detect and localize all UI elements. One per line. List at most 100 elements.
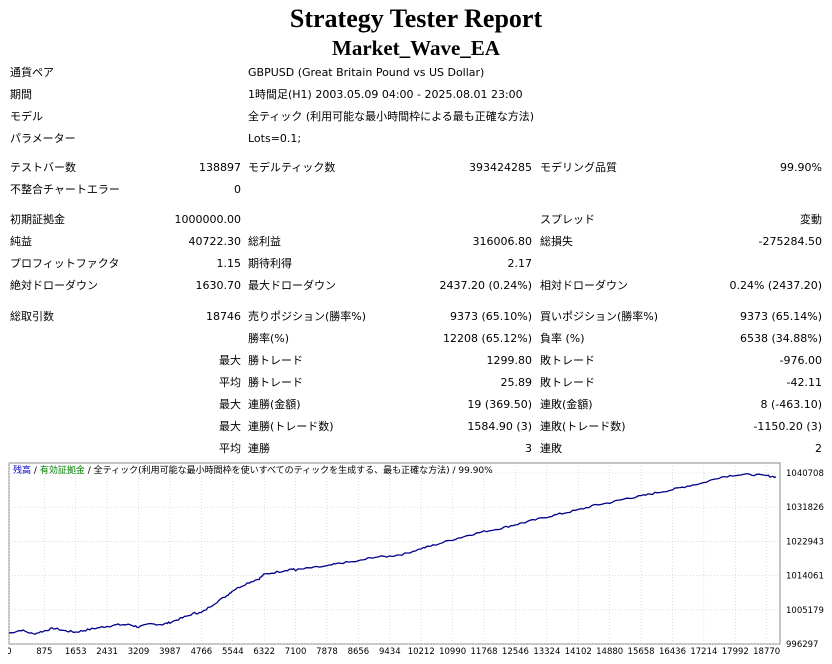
win-rate-value: 12208 (65.12%) (442, 332, 532, 345)
mismatch-value: 0 (234, 183, 241, 196)
absolute-drawdown-label: 絶対ドローダウン (10, 279, 98, 292)
x-tick-label: 18770 (753, 647, 780, 657)
bars-value: 138897 (199, 161, 241, 174)
average-consecutive-wins-value: 3 (525, 442, 532, 455)
x-tick-label: 4766 (191, 647, 213, 657)
parameters-value: Lots=0.1; (248, 132, 302, 145)
x-tick-label: 17214 (690, 647, 717, 657)
maximal-drawdown-label: 最大ドローダウン (248, 279, 336, 292)
maximal-prefix: 最大 (219, 420, 241, 433)
ticks-label: モデルティック数 (248, 161, 336, 174)
consecutive-losses-count-value: -1150.20 (3) (753, 420, 822, 433)
x-tick-label: 7100 (285, 647, 307, 657)
largest-loss-label: 敗トレード (540, 354, 595, 367)
x-tick-label: 13324 (533, 647, 560, 657)
mismatch-label: 不整合チャートエラー (10, 183, 120, 196)
symbol-value: GBPUSD (Great Britain Pound vs US Dollar… (248, 66, 485, 79)
legend-quality: 99.90% (458, 466, 493, 476)
x-tick-label: 15658 (628, 647, 655, 657)
legend-balance: 残高 (13, 466, 32, 476)
relative-drawdown-label: 相対ドローダウン (540, 279, 628, 292)
x-tick-label: 16436 (659, 647, 686, 657)
average-consecutive-prefix: 平均 (219, 442, 241, 455)
absolute-drawdown-value: 1630.70 (195, 279, 242, 292)
gross-loss-label: 総損失 (540, 235, 573, 248)
profit-factor-label: プロフィットファクタ (10, 257, 120, 270)
quality-value: 99.90% (780, 161, 822, 174)
x-tick-label: 3987 (159, 647, 181, 657)
maximal-drawdown-value: 2437.20 (0.24%) (439, 279, 532, 292)
net-profit-value: 40722.30 (188, 235, 242, 248)
symbol-label: 通貨ペア (10, 66, 54, 79)
balance-line (8, 473, 777, 636)
period-label: 期間 (10, 88, 32, 101)
legend-separator: / (452, 466, 456, 476)
deposit-label: 初期証拠金 (10, 213, 65, 226)
plot-area (8, 462, 781, 645)
average-win-label: 勝トレード (248, 376, 303, 389)
short-positions-value: 9373 (65.10%) (449, 310, 532, 323)
balance-chart: 996297 1005179 1014061 1022943 1031826 104070… (8, 462, 828, 657)
long-positions-value: 9373 (65.14%) (739, 310, 822, 323)
short-positions-label: 売りポジション(勝率%) (248, 310, 367, 323)
largest-win-value: 1299.80 (486, 354, 533, 367)
consecutive-wins-money-label: 連勝(金額) (248, 398, 301, 411)
consecutive-wins-count-label: 連勝(トレード数) (248, 420, 334, 433)
consecutive-losses-count-label: 連敗(トレード数) (540, 420, 626, 433)
maximum-prefix: 最大 (219, 398, 241, 411)
balance-chart-svg: 996297 1005179 1014061 1022943 1031826 104070… (8, 462, 824, 657)
average-win-value: 25.89 (500, 376, 533, 389)
ticks-value: 393424285 (469, 161, 532, 174)
average-consecutive-losses-label: 連敗 (540, 442, 562, 455)
consecutive-losses-money-label: 連敗(金額) (540, 398, 593, 411)
x-tick-label: 2431 (96, 647, 118, 657)
chart-legend: 残高 / 有効証拠金 / 全ティック(利用可能な最小時間枠を使いすべてのティック… (13, 466, 493, 477)
x-tick-label: 6322 (253, 647, 275, 657)
average-consecutive-losses-value: 2 (815, 442, 822, 455)
consecutive-wins-money-value: 19 (369.50) (467, 398, 532, 411)
x-tick-label: 17992 (722, 647, 749, 657)
x-tick-label: 5544 (222, 647, 244, 657)
parameters-label: パラメーター (10, 132, 76, 145)
spread-label: スプレッド (540, 213, 595, 226)
average-prefix: 平均 (219, 376, 241, 389)
y-tick-label: 996297 (786, 640, 818, 650)
x-tick-label: 8656 (348, 647, 370, 657)
x-tick-label: 14880 (596, 647, 623, 657)
model-label: モデル (10, 110, 43, 123)
largest-win-label: 勝トレード (248, 354, 303, 367)
consecutive-losses-money-value: 8 (-463.10) (760, 398, 822, 411)
average-loss-label: 敗トレード (540, 376, 595, 389)
consecutive-wins-count-value: 1584.90 (3) (467, 420, 532, 433)
y-tick-label: 1005179 (786, 606, 824, 616)
ea-name: Market_Wave_EA (332, 36, 500, 60)
expected-payoff-label: 期待利得 (248, 257, 292, 270)
x-tick-label: 10990 (439, 647, 466, 657)
x-tick-label: 7878 (316, 647, 338, 657)
y-tick-label: 1031826 (786, 503, 824, 513)
x-tick-label: 10212 (408, 647, 435, 657)
x-tick-label: 11768 (471, 647, 498, 657)
average-loss-value: -42.11 (786, 376, 822, 389)
total-trades-value: 18746 (206, 310, 241, 323)
model-value: 全ティック (利用可能な最小時間枠による最も正確な方法) (248, 110, 535, 123)
x-tick-label: 875 (36, 647, 52, 657)
y-tick-label: 1040708 (786, 469, 824, 479)
legend-separator: / (87, 466, 91, 476)
loss-rate-label: 負率 (%) (540, 332, 585, 345)
legend-model: 全ティック(利用可能な最小時間枠を使いすべてのティックを生成する、最も正確な方法… (93, 466, 450, 476)
bars-label: テストバー数 (10, 161, 76, 174)
legend-equity: 有効証拠金 (39, 466, 85, 476)
y-tick-label: 1022943 (786, 537, 824, 547)
x-tick-label: 9434 (379, 647, 401, 657)
x-tick-label: 3209 (128, 647, 150, 657)
y-tick-label: 1014061 (786, 572, 824, 582)
x-tick-label: 0 (8, 647, 12, 657)
spread-value: 変動 (800, 213, 822, 226)
profit-factor-value: 1.15 (216, 257, 242, 270)
quality-label: モデリング品質 (540, 161, 617, 174)
expected-payoff-value: 2.17 (507, 257, 533, 270)
x-tick-label: 12546 (502, 647, 529, 657)
largest-loss-value: -976.00 (779, 354, 822, 367)
loss-rate-value: 6538 (34.88%) (739, 332, 822, 345)
